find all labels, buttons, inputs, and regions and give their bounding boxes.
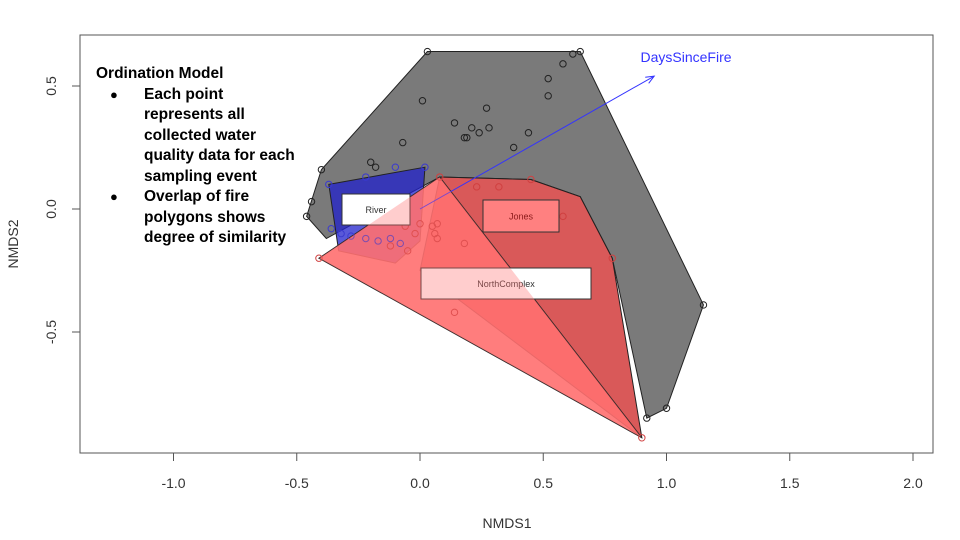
data-point (468, 124, 476, 132)
data-point (433, 234, 441, 243)
y-axis-title: NMDS2 (5, 219, 21, 268)
data-point (433, 220, 441, 228)
data-point (325, 180, 333, 189)
data-point (559, 212, 567, 221)
y-tick-label: 0.5 (43, 76, 59, 96)
label-jones: Jones (509, 212, 534, 222)
label-box-northcomplex (420, 267, 592, 300)
data-point (509, 143, 518, 152)
x-tick-label: -1.0 (161, 475, 185, 491)
annotation-bullets: ● Each point represents all collected wat… (96, 85, 296, 249)
data-point (485, 124, 493, 132)
data-point (569, 50, 577, 58)
vector-line (419, 75, 655, 210)
data-point (482, 104, 491, 112)
x-tick-label: 0.0 (410, 475, 430, 491)
data-point (374, 237, 382, 245)
x-axis: -1.0 -0.5 0.0 0.5 1.0 1.5 2.0 (161, 453, 923, 491)
x-tick-label: 0.5 (534, 475, 554, 491)
annotation-bullet-1: ● Each point represents all collected wat… (110, 85, 295, 185)
data-point (463, 133, 471, 142)
group-label-layer: River Jones NorthComplex (318, 177, 642, 438)
data-point (608, 254, 616, 262)
data-point (475, 129, 483, 137)
data-point (403, 247, 412, 255)
label-river: River (365, 205, 386, 215)
label-box-river (341, 193, 411, 226)
data-point (315, 254, 323, 262)
data-point (638, 434, 646, 442)
y-axis: -0.5 0.0 0.5 (43, 76, 80, 344)
y-tick-label: -0.5 (43, 320, 59, 344)
data-point (386, 242, 395, 250)
data-point (699, 301, 708, 309)
data-point (460, 133, 469, 142)
y-tick-label: 0.0 (43, 199, 59, 219)
data-point (662, 404, 671, 412)
vector-arrowhead-icon (645, 75, 656, 84)
north-complex-overlay (318, 177, 642, 438)
data-point (418, 97, 427, 105)
data-point (416, 220, 424, 228)
data-point (576, 47, 584, 56)
data-point (559, 60, 567, 68)
data-point (371, 163, 380, 171)
data-point (307, 197, 316, 206)
data-point (495, 183, 503, 191)
data-point (362, 173, 370, 181)
data-point (421, 163, 429, 171)
data-point (524, 129, 533, 137)
data-point (399, 138, 407, 147)
data-point (396, 239, 404, 248)
data-point (367, 158, 375, 166)
x-tick-label: 2.0 (903, 475, 923, 491)
data-point (423, 47, 432, 56)
data-point (460, 239, 469, 248)
data-point (386, 234, 395, 243)
ordination-annotation: Ordination Model ● Each point represents … (96, 64, 296, 249)
data-point (337, 229, 345, 238)
data-point (391, 163, 400, 171)
data-point (347, 232, 355, 240)
data-point (544, 74, 552, 83)
x-tick-label: 1.0 (657, 475, 677, 491)
data-point (362, 234, 370, 243)
label-box-jones (482, 199, 560, 233)
annotation-title: Ordination Model (96, 65, 224, 82)
x-axis-title: NMDS1 (482, 515, 531, 531)
data-point (317, 165, 326, 174)
bullet-icon: ● (110, 189, 118, 204)
data-point (643, 414, 651, 422)
data-point (472, 183, 481, 191)
bullet-icon: ● (110, 86, 118, 102)
point-layer (302, 47, 708, 442)
data-point (450, 119, 459, 127)
data-point (450, 308, 459, 317)
label-northcomplex: NorthComplex (477, 279, 535, 289)
data-point (436, 173, 444, 181)
data-point (302, 212, 311, 221)
annotation-bullet-2: ● Overlap of fire polygons shows degree o… (110, 188, 287, 246)
data-point (411, 229, 419, 238)
x-tick-label: 1.5 (780, 475, 800, 491)
data-point (544, 92, 552, 100)
vector-label: DaysSinceFire (640, 49, 731, 65)
data-point (527, 175, 535, 184)
x-tick-label: -0.5 (285, 475, 309, 491)
days-since-fire-vector: DaysSinceFire (419, 49, 732, 210)
data-point (327, 224, 335, 233)
